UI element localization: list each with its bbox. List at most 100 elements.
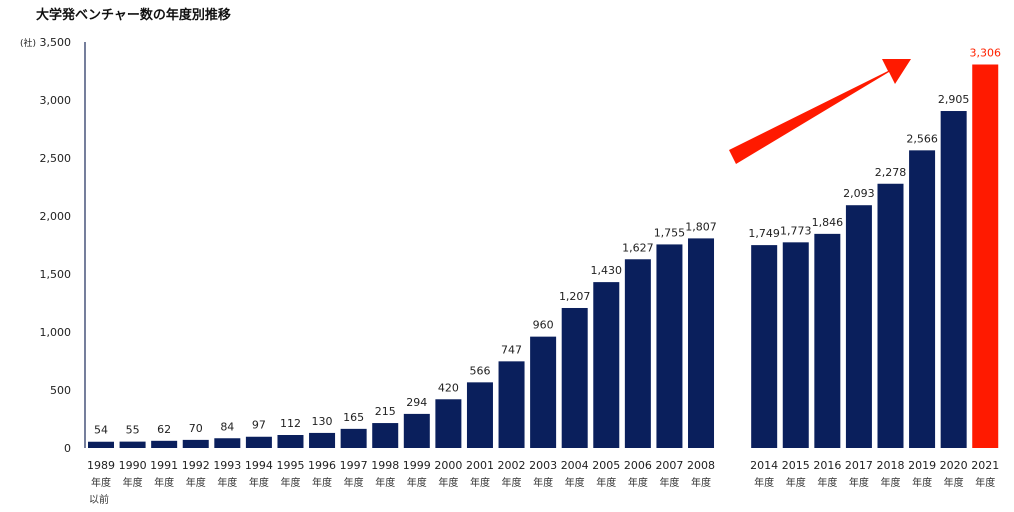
x-tick-suffix: 年度 xyxy=(186,476,206,489)
x-tick-label-2006: 2006 xyxy=(624,459,652,472)
x-tick-label-2000: 2000 xyxy=(434,459,462,472)
bar-1996 xyxy=(309,432,336,448)
bars: 54 55 62 70 84 97 112 130 165 215 294 420 566 747 960 1… xyxy=(88,47,1001,449)
bar-2017 xyxy=(845,205,872,448)
bar-2021 xyxy=(972,64,999,448)
x-tick-label-2008: 2008 xyxy=(687,459,715,472)
bar-1997 xyxy=(340,428,367,448)
bar-2001 xyxy=(466,382,493,448)
x-tick-suffix: 年度 xyxy=(596,476,616,489)
y-tick-label: 0 xyxy=(64,442,71,455)
x-tick-suffix: 年度 xyxy=(91,476,111,489)
data-label-2006: 1,627 xyxy=(622,241,654,254)
x-tick-suffix: 年度 xyxy=(691,476,711,489)
data-label-1992: 70 xyxy=(189,422,203,435)
x-tick-label-2001: 2001 xyxy=(466,459,494,472)
x-tick-suffix: 年度 xyxy=(754,476,774,489)
data-label-1996: 130 xyxy=(312,415,333,428)
trend-arrow-shape xyxy=(729,59,911,164)
x-tick-label-2016: 2016 xyxy=(813,459,841,472)
bar-2018 xyxy=(877,183,904,448)
x-tick-label-2017: 2017 xyxy=(845,459,873,472)
x-tick-label-2020: 2020 xyxy=(940,459,968,472)
y-tick-label: 2,000 xyxy=(40,210,72,223)
data-label-1990: 55 xyxy=(126,424,140,437)
data-label-2003: 960 xyxy=(533,319,554,332)
data-label-2004: 1,207 xyxy=(559,290,591,303)
data-label-1989: 54 xyxy=(94,424,108,437)
x-tick-suffix: 年度 xyxy=(533,476,553,489)
data-label-1995: 112 xyxy=(280,417,301,430)
x-tick-label-2004: 2004 xyxy=(561,459,589,472)
x-tick-label-2021: 2021 xyxy=(971,459,999,472)
bar-2014 xyxy=(751,245,778,448)
bar-2016 xyxy=(814,233,841,448)
y-unit-label: (社) xyxy=(20,37,36,49)
bar-1998 xyxy=(372,423,399,448)
data-label-2019: 2,566 xyxy=(906,132,938,145)
x-tick-suffix: 年度 xyxy=(123,476,143,489)
bar-2003 xyxy=(530,336,557,448)
x-tick-suffix: 年度 xyxy=(565,476,585,489)
x-tick-suffix: 年度 xyxy=(217,476,237,489)
bar-2006 xyxy=(624,259,651,448)
bar-2004 xyxy=(561,307,588,448)
x-tick-suffix: 年度 xyxy=(881,476,901,489)
x-tick-suffix: 年度 xyxy=(438,476,458,489)
bar-1992 xyxy=(182,439,209,448)
x-tick-label-2002: 2002 xyxy=(498,459,526,472)
x-tick-label-1998: 1998 xyxy=(371,459,399,472)
x-tick-label-2018: 2018 xyxy=(877,459,905,472)
data-label-2000: 420 xyxy=(438,381,459,394)
data-label-2008: 1,807 xyxy=(685,220,717,233)
x-tick-suffix: 年度 xyxy=(312,476,332,489)
x-tick-label-1990: 1990 xyxy=(119,459,147,472)
data-label-2018: 2,278 xyxy=(875,166,907,179)
x-tick-label-1994: 1994 xyxy=(245,459,273,472)
x-tick-suffix: 年度 xyxy=(502,476,522,489)
x-tick-label-1993: 1993 xyxy=(213,459,241,472)
data-label-2002: 747 xyxy=(501,343,522,356)
x-tick-suffix: 年度 xyxy=(912,476,932,489)
x-tick-label-2003: 2003 xyxy=(529,459,557,472)
bar-2002 xyxy=(498,361,525,448)
x-tick-suffix: 年度 xyxy=(659,476,679,489)
x-tick-suffix: 年度 xyxy=(975,476,995,489)
bar-1991 xyxy=(151,440,178,448)
x-tick-label-2005: 2005 xyxy=(592,459,620,472)
x-tick-label-1999: 1999 xyxy=(403,459,431,472)
y-tick-label: 2,500 xyxy=(40,152,72,165)
x-tick-suffix: 年度 xyxy=(154,476,174,489)
data-label-2016: 1,846 xyxy=(812,216,844,229)
trend-arrow xyxy=(729,59,911,164)
data-label-2015: 1,773 xyxy=(780,224,812,237)
x-tick-suffix: 年度 xyxy=(375,476,395,489)
x-tick-label-1991: 1991 xyxy=(150,459,178,472)
data-label-2007: 1,755 xyxy=(654,226,686,239)
data-label-2017: 2,093 xyxy=(843,187,875,200)
bar-1995 xyxy=(277,435,304,448)
y-tick-label: 1,000 xyxy=(40,326,72,339)
y-tick-label: 3,000 xyxy=(40,94,72,107)
y-tick-label: 3,500 xyxy=(40,36,72,49)
x-tick-suffix: 年度 xyxy=(849,476,869,489)
data-label-2005: 1,430 xyxy=(591,264,623,277)
bar-2007 xyxy=(656,244,683,448)
data-label-1993: 84 xyxy=(220,420,234,433)
chart-title: 大学発ベンチャー数の年度別推移 xyxy=(36,7,231,23)
bar-2020 xyxy=(940,111,967,449)
data-label-1991: 62 xyxy=(157,423,171,436)
bar-1999 xyxy=(403,413,430,448)
x-tick-label-2015: 2015 xyxy=(782,459,810,472)
x-tick-label-2019: 2019 xyxy=(908,459,936,472)
x-tick-label-2014: 2014 xyxy=(750,459,778,472)
x-tick-label-1995: 1995 xyxy=(276,459,304,472)
y-tick-label: 500 xyxy=(50,384,71,397)
bar-1990 xyxy=(119,441,146,448)
x-tick-suffix: 年度 xyxy=(280,476,300,489)
y-tick-label: 1,500 xyxy=(40,268,72,281)
x-tick-label-1997: 1997 xyxy=(340,459,368,472)
data-label-2020: 2,905 xyxy=(938,93,970,106)
y-axis: 0 500 1,000 1,500 2,000 2,500 3,000 3,500 xyxy=(40,36,86,455)
x-tick-label-1989: 1989 xyxy=(87,459,115,472)
